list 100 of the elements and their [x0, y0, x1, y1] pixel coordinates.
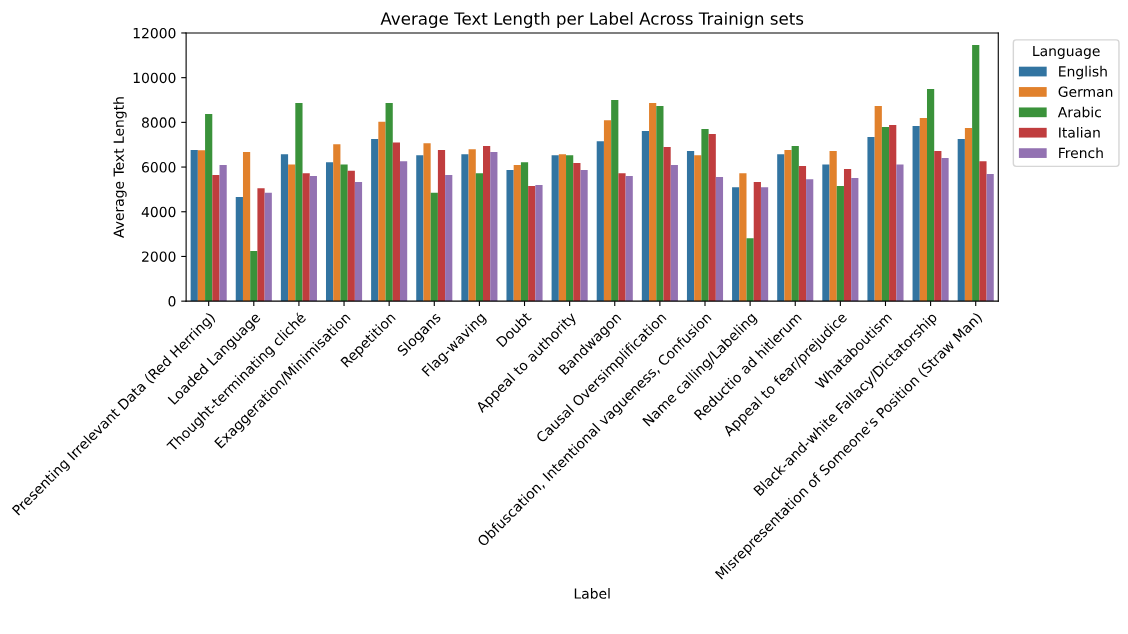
bar	[483, 146, 491, 302]
bar	[354, 182, 363, 302]
bar	[513, 165, 521, 302]
bar	[791, 146, 799, 302]
bar	[641, 131, 650, 302]
y-tick-label: 2000	[142, 251, 176, 262]
bar	[219, 165, 227, 302]
bar	[777, 154, 785, 302]
bar	[558, 154, 567, 302]
bar	[445, 175, 453, 302]
bar	[867, 137, 875, 302]
bar	[309, 176, 317, 302]
bar	[423, 143, 431, 302]
bar	[295, 102, 303, 302]
bar	[535, 184, 543, 302]
bar	[250, 251, 258, 302]
bar	[280, 154, 289, 302]
bar	[979, 161, 987, 302]
legend-label: French	[1059, 147, 1103, 159]
bar	[264, 192, 272, 302]
bar	[670, 165, 678, 302]
bar	[437, 150, 446, 302]
bar	[649, 102, 657, 302]
y-tick-label: 10000	[133, 72, 176, 84]
y-tick-label: 12000	[133, 27, 176, 39]
bar	[957, 139, 965, 302]
bar	[708, 133, 716, 302]
bar	[986, 173, 994, 302]
bar	[972, 45, 980, 302]
bar	[843, 169, 852, 302]
legend-label: German	[1058, 86, 1113, 97]
bar	[889, 125, 897, 302]
bar	[596, 141, 604, 302]
bar	[732, 187, 740, 302]
bar	[746, 238, 754, 302]
bar	[461, 154, 469, 302]
bar	[656, 106, 664, 302]
bar	[625, 176, 633, 302]
bar	[715, 177, 724, 302]
bar	[580, 169, 588, 302]
bar	[333, 144, 341, 302]
bar	[205, 114, 213, 302]
legend-label: English	[1059, 65, 1107, 80]
bar	[964, 127, 973, 302]
bar	[934, 150, 942, 302]
bar	[302, 173, 310, 302]
bar	[896, 164, 904, 302]
bar	[926, 89, 935, 302]
bar	[325, 162, 334, 302]
bar	[430, 192, 438, 302]
bar	[197, 150, 206, 302]
bar	[851, 178, 859, 302]
bar	[941, 158, 949, 302]
bar	[416, 155, 424, 302]
bar	[798, 165, 807, 302]
bar	[912, 125, 920, 302]
bar	[566, 155, 574, 302]
bar	[611, 100, 619, 302]
bar	[190, 150, 198, 302]
bar	[822, 164, 830, 302]
bar	[506, 169, 514, 302]
bar	[257, 188, 265, 302]
bar	[573, 163, 581, 302]
bar	[347, 170, 355, 302]
y-tick-label: 0	[168, 296, 176, 307]
bar	[528, 186, 536, 302]
bar	[618, 173, 626, 302]
bar	[288, 164, 296, 302]
y-axis-title: Average Text Length	[113, 97, 127, 238]
bar	[701, 129, 709, 302]
bar	[242, 152, 251, 302]
bar	[881, 127, 890, 302]
bar	[468, 149, 476, 302]
bar	[235, 197, 243, 302]
bar	[475, 173, 484, 302]
bar	[490, 152, 498, 302]
bar	[686, 150, 695, 302]
legend-label: Italian	[1059, 127, 1100, 138]
bar	[806, 179, 814, 302]
legend-label: Arabic	[1057, 106, 1101, 118]
y-tick-label: 8000	[141, 117, 176, 128]
bar	[829, 150, 837, 302]
bar	[340, 164, 348, 302]
bar	[753, 182, 761, 302]
bar	[392, 142, 400, 302]
bar	[694, 155, 702, 302]
bar	[784, 150, 792, 302]
bar	[399, 161, 408, 302]
bar	[520, 162, 529, 302]
bar	[739, 173, 747, 302]
bar	[385, 102, 393, 302]
y-tick-label: 6000	[142, 162, 176, 173]
bar	[371, 139, 379, 302]
chart-title: Average Text Length per Label Across Trainign sets	[380, 11, 804, 29]
bar	[836, 186, 844, 302]
bar	[874, 106, 882, 302]
bar	[663, 146, 671, 302]
bar	[760, 187, 769, 302]
legend-title: Language	[1033, 45, 1100, 59]
bar	[378, 121, 386, 302]
